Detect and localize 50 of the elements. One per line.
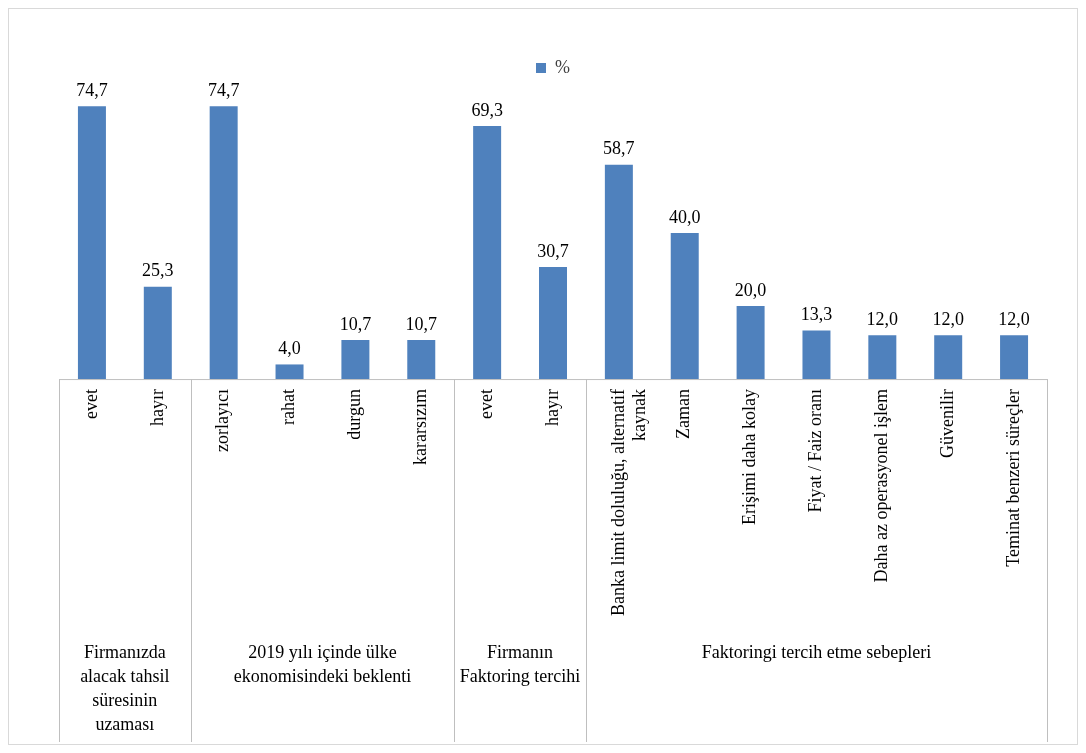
x-tick-label: zorlayıcı	[212, 389, 233, 453]
legend-label: %	[555, 56, 570, 77]
bar	[1000, 335, 1029, 380]
x-tick-label: Teminat benzeri süreçler	[1002, 389, 1023, 567]
text: Faktoringi tercih etme sebepleri	[701, 641, 932, 662]
data-label: 74,7	[207, 80, 240, 101]
x-tick-label: evet	[475, 389, 496, 420]
bar	[868, 335, 897, 380]
bar	[670, 233, 699, 380]
bar	[341, 339, 370, 380]
bar	[407, 339, 436, 380]
x-tick-label: hayır	[146, 389, 167, 427]
x-tick-label: kararsızım	[410, 389, 430, 466]
bar	[275, 364, 304, 380]
data-label: 12,0	[998, 308, 1030, 329]
data-label: 69,3	[471, 99, 503, 120]
bar	[934, 335, 963, 380]
data-label: 40,0	[668, 206, 701, 227]
text: 2019 yılı içinde ülke ekonomisindeki beklenti	[233, 641, 412, 686]
bar	[802, 330, 831, 380]
data-label: 4,0	[278, 338, 301, 359]
data-label: 12,0	[866, 308, 899, 329]
x-tick-label: durgun	[344, 389, 365, 440]
x-tick-label: Daha az operasyonel işlem	[871, 389, 892, 583]
data-label: 25,3	[142, 260, 174, 281]
bar	[604, 164, 633, 380]
bar	[143, 286, 172, 380]
text: Firmanın Faktoring tercihi	[459, 641, 581, 686]
bar	[209, 106, 238, 380]
bar	[539, 266, 567, 380]
data-label: 10,7	[339, 313, 372, 334]
bar	[473, 126, 502, 380]
text: Firmanızda alacak tahsil süresinin uzaması	[80, 641, 170, 734]
x-tick-label: Güvenilir	[936, 389, 957, 459]
bar	[77, 106, 106, 380]
x-tick-label: Erişimi daha kolay	[739, 389, 760, 526]
data-label: 10,7	[405, 313, 438, 334]
data-label: 13,3	[800, 304, 833, 325]
x-tick-label: hayır	[541, 389, 562, 427]
x-tick-label: Zaman	[673, 389, 694, 440]
data-label: 30,7	[537, 240, 569, 261]
data-label: 58,7	[603, 138, 635, 159]
x-tick-label: evet	[80, 389, 101, 420]
x-tick-label: Banka limit doluluğu, alternatif kaynak	[607, 389, 650, 616]
data-label: 20,0	[734, 279, 767, 300]
data-label: 74,7	[76, 80, 108, 101]
x-tick-label: rahat	[278, 389, 299, 426]
bar	[736, 306, 765, 380]
x-tick-label: Fiyat / Faiz oranı	[805, 389, 826, 513]
data-label: 12,0	[932, 308, 964, 329]
